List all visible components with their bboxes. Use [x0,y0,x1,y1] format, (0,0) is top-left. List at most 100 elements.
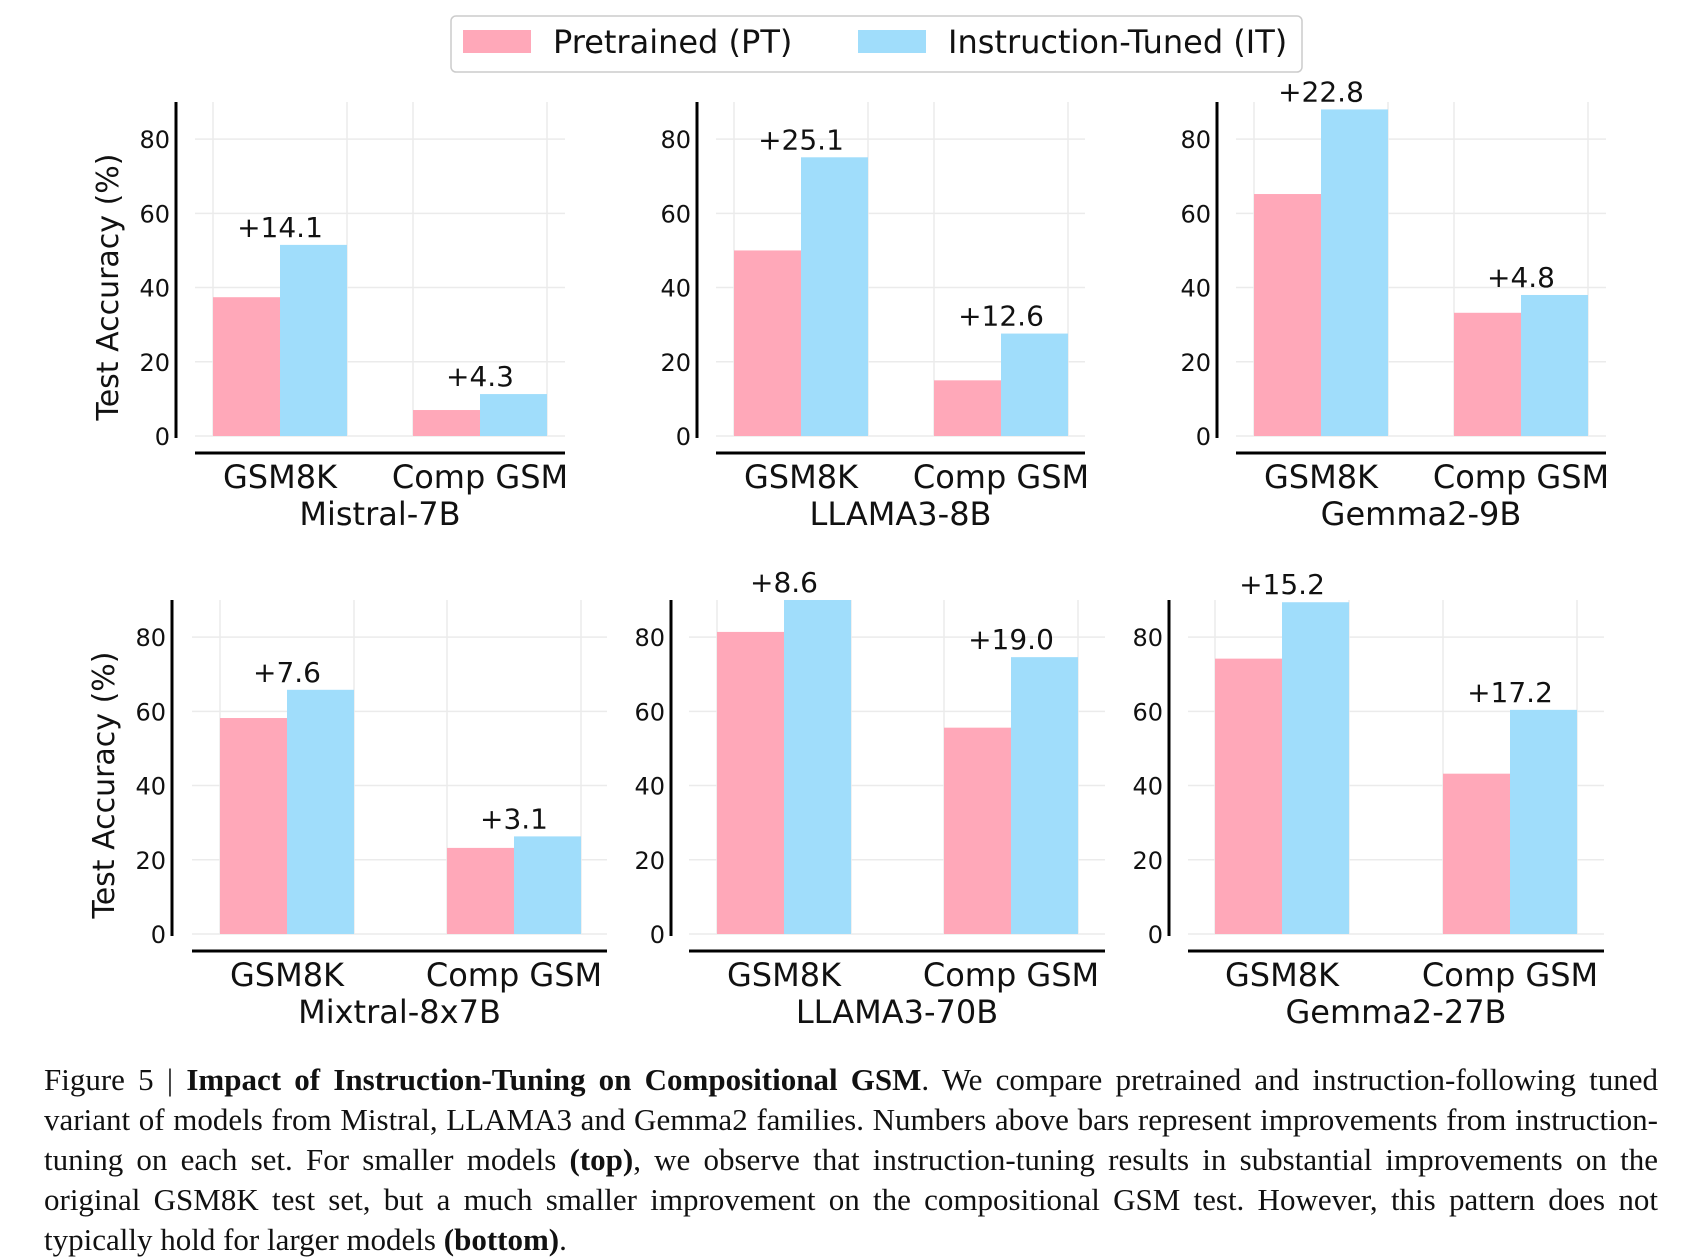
x-tick-label: Comp GSM [923,956,1099,994]
chart-panel: 0 20 40 60 80 +14.1 GSM8K +4.3 Comp GSMMistral-7… [91,102,568,533]
bar [1454,312,1521,436]
bar [734,250,801,436]
y-tick-label: 20 [139,349,170,377]
y-tick-label: 40 [135,773,166,801]
y-tick-label: 80 [1132,624,1163,652]
x-tick-label: GSM8K [744,458,859,496]
bar [1254,194,1321,436]
x-tick-label: GSM8K [230,956,345,994]
bar [717,631,784,934]
y-tick-label: 80 [135,624,166,652]
y-tick-label: 40 [1132,773,1163,801]
y-tick-label: 0 [1148,921,1163,949]
y-tick-label: 20 [135,847,166,875]
y-tick-label: 60 [135,698,166,726]
caption-top: (top) [569,1142,634,1177]
y-tick-label: 0 [1196,423,1211,451]
y-tick-label: 0 [650,921,665,949]
x-tick-label: Comp GSM [1433,458,1609,496]
chart-panel: 0 20 40 60 80 +15.2 GSM8K +17.2 Comp GSMGemma2-2… [1132,568,1604,1031]
improvement-label: +17.2 [1467,676,1553,709]
y-tick-label: 20 [1180,349,1211,377]
bar [220,718,287,934]
improvement-label: +4.3 [446,360,514,393]
model-label: Gemma2-9B [1321,495,1522,533]
x-tick-label: GSM8K [223,458,338,496]
model-label: LLAMA3-70B [796,993,998,1031]
bar [1282,602,1349,934]
y-tick-label: 80 [139,126,170,154]
bar [480,394,547,436]
y-tick-label: 80 [1180,126,1211,154]
improvement-label: +4.8 [1487,261,1555,294]
improvement-label: +12.6 [958,300,1044,333]
y-tick-label: 20 [1132,847,1163,875]
x-tick-label: GSM8K [1264,458,1379,496]
caption-bottom: (bottom) [443,1222,560,1257]
bar [1321,109,1388,436]
bar [934,380,1001,436]
y-tick-label: 40 [634,773,665,801]
bar [1510,709,1577,934]
bar [784,600,851,934]
chart-panel: 0 20 40 60 80 +8.6 GSM8K +19.0 Comp GSMLLAMA3-70… [634,566,1105,1031]
y-tick-label: 0 [155,423,170,451]
y-axis-label: Test Accuracy (%) [87,651,122,919]
legend: Pretrained (PT) Instruction-Tuned (IT) [450,15,1303,73]
caption-text-3: . [559,1222,567,1257]
bar [413,410,480,436]
y-tick-label: 40 [139,275,170,303]
model-label: Mistral-7B [299,495,460,533]
bar [1215,658,1282,934]
improvement-label: +14.1 [237,211,323,244]
bar [944,727,1011,934]
bar [280,244,347,436]
figure-caption: Figure 5 | Impact of Instruction-Tuning … [44,1060,1658,1260]
caption-prefix: Figure 5 | [44,1062,187,1097]
x-tick-label: GSM8K [1225,956,1340,994]
y-tick-label: 60 [660,200,691,228]
legend-label: Instruction-Tuned (IT) [948,23,1287,61]
y-tick-label: 40 [1180,275,1211,303]
improvement-label: +8.6 [750,566,818,599]
improvement-label: +15.2 [1239,568,1325,601]
y-tick-label: 20 [634,847,665,875]
chart-panel: 0 20 40 60 80 +7.6 GSM8K +3.1 Comp GSMMixtral-8x… [87,600,607,1031]
improvement-label: +3.1 [480,802,548,835]
legend-swatch [463,30,531,53]
improvement-label: +7.6 [253,656,321,689]
legend-label: Pretrained (PT) [553,23,792,61]
y-tick-label: 60 [1180,200,1211,228]
bar [1011,657,1078,934]
y-tick-label: 80 [634,624,665,652]
figure: Pretrained (PT) Instruction-Tuned (IT) 0 2… [87,15,1609,1031]
y-tick-label: 20 [660,349,691,377]
x-tick-label: Comp GSM [913,458,1089,496]
improvement-label: +19.0 [968,623,1054,656]
x-tick-label: Comp GSM [392,458,568,496]
model-label: Mixtral-8x7B [298,993,501,1031]
x-tick-label: Comp GSM [1422,956,1598,994]
bar [801,157,868,436]
y-tick-label: 60 [1132,698,1163,726]
caption-text-1: . We compare pretrained and instruction-… [44,1062,1658,1177]
bar [1521,294,1588,436]
bar [1443,773,1510,934]
bar [447,847,514,934]
caption-title: Impact of Instruction-Tuning on Composit… [186,1062,922,1097]
bar [287,689,354,934]
caption-text-2: , we observe that instruction-tuning res… [44,1142,1659,1257]
model-label: LLAMA3-8B [810,495,992,533]
improvement-label: +22.8 [1278,75,1364,108]
legend-swatch [858,30,926,53]
y-tick-label: 60 [139,200,170,228]
bar [213,297,280,436]
y-tick-label: 0 [151,921,166,949]
bar [1001,333,1068,436]
improvement-label: +25.1 [758,123,844,156]
y-tick-label: 60 [634,698,665,726]
chart-panel: 0 20 40 60 80 +25.1 GSM8K +12.6 Comp GSMLLAMA3-8… [660,102,1089,533]
bar [514,836,581,934]
